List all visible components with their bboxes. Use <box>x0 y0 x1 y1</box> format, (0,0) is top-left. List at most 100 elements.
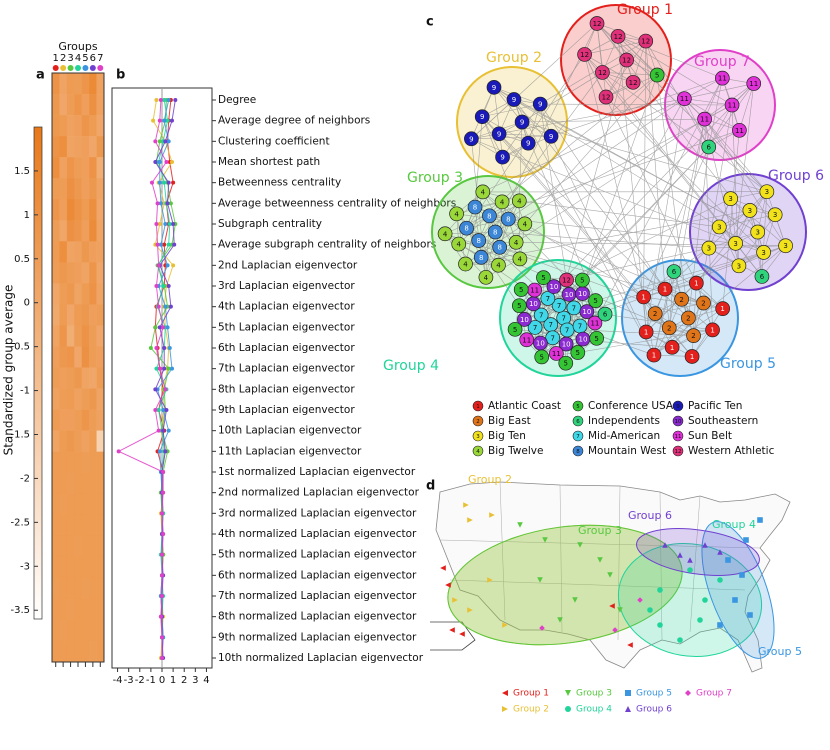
panel-label: d <box>426 479 435 494</box>
node-label: 11 <box>522 336 531 344</box>
x-tick-label: 1 <box>170 675 176 686</box>
feature-label: 4th Laplacian eigenvector <box>218 301 355 313</box>
group-mean-dot <box>160 656 164 660</box>
group-mean-dot <box>162 366 167 371</box>
map-marker <box>489 512 495 518</box>
group-dot <box>75 65 81 71</box>
group-number: 2 <box>60 53 66 64</box>
heatmap-cell <box>74 304 83 326</box>
node-label: 6 <box>672 268 677 276</box>
node <box>508 234 524 250</box>
legend-label: Big East <box>488 415 531 427</box>
legend-label: Big Ten <box>488 430 526 442</box>
heatmap-cell <box>66 178 75 200</box>
node <box>486 79 502 95</box>
legend-swatch <box>572 430 584 442</box>
heatmap-cell <box>52 241 60 263</box>
heatmap-cell <box>66 451 75 473</box>
group-mean-dot <box>165 263 170 268</box>
heatmap-cell <box>74 73 83 95</box>
node-label: 5 <box>539 353 543 361</box>
heatmap-cell <box>59 115 68 137</box>
group-dot <box>97 65 104 71</box>
node-label: 3 <box>755 229 759 237</box>
node-label: 5 <box>513 326 517 334</box>
legend-swatch <box>472 445 484 457</box>
heatmap-cell <box>66 199 75 221</box>
node-label: 12 <box>580 51 589 59</box>
node <box>610 28 626 44</box>
heatmap-cell <box>59 409 68 431</box>
group-mean-dot <box>153 408 158 412</box>
feature-label: 7th Laplacian eigenvector <box>218 363 355 375</box>
node-label: 5 <box>576 349 580 357</box>
heatmap-cell <box>89 199 97 221</box>
legend-swatch <box>472 415 484 427</box>
legend-swatch <box>672 430 684 442</box>
feature-label: Betweenness centrality <box>218 177 341 189</box>
node <box>649 67 665 83</box>
node-label: 9 <box>469 135 473 143</box>
group-mean-dot <box>150 180 154 185</box>
map-group-label: Group 3 <box>578 524 622 537</box>
node-label: 3 <box>733 240 737 248</box>
x-tick-label: -2 <box>135 675 145 686</box>
node <box>575 272 590 288</box>
node-label: 12 <box>641 38 650 46</box>
heatmap-cell <box>52 304 60 326</box>
map-marker <box>732 597 738 603</box>
feature-label: 5th normalized Laplacian eigenvector <box>218 549 417 561</box>
edge <box>684 98 709 148</box>
legend-number: 6 <box>576 419 580 425</box>
legend-label: Big Twelve <box>488 445 543 457</box>
group-label: Group 7 <box>694 54 750 70</box>
heatmap-cell <box>96 304 105 326</box>
node-label: 7 <box>561 315 565 323</box>
group-region <box>636 528 760 576</box>
group-mean-dot <box>160 573 164 578</box>
legend-marker <box>625 706 631 712</box>
heatmap-cell <box>81 598 90 621</box>
map-marker <box>440 565 446 571</box>
group-region <box>701 521 775 659</box>
heatmap-cell <box>81 325 90 347</box>
map-marker <box>542 537 548 543</box>
node-label: 10 <box>549 283 558 291</box>
node <box>545 330 561 346</box>
node <box>474 109 490 125</box>
colorbar <box>33 126 43 620</box>
node <box>661 320 677 336</box>
heatmap-cell <box>52 493 60 516</box>
legend-label: Group 1 <box>513 689 549 699</box>
heatmap-cell <box>74 640 83 663</box>
group-mean-dot <box>153 160 158 164</box>
node <box>684 349 700 364</box>
group-mean-line <box>154 99 176 659</box>
heatmap-cell <box>59 73 68 95</box>
map-marker <box>517 522 523 528</box>
legend-label: Mountain West <box>588 445 666 457</box>
heatmap-cell <box>74 493 83 516</box>
heatmap-cell <box>74 409 83 431</box>
heatmap-cell <box>81 241 90 263</box>
heatmap-cell <box>81 493 90 516</box>
node-label: 11 <box>728 102 737 110</box>
group-dot <box>52 65 59 71</box>
group-mean-dot <box>162 118 167 123</box>
heatmap-cell <box>96 493 105 516</box>
edge <box>485 215 490 278</box>
node <box>533 307 549 323</box>
heatmap-cell <box>74 388 83 410</box>
node <box>507 321 523 337</box>
node <box>449 206 464 222</box>
edge <box>708 104 733 148</box>
group-mean-dot <box>153 139 158 144</box>
legend-marker <box>625 690 631 696</box>
x-tick-label: 4 <box>203 675 209 686</box>
node-label: 9 <box>492 84 496 92</box>
group-mean-dot <box>151 118 156 123</box>
edge <box>499 246 689 319</box>
legend-number: 10 <box>675 419 682 425</box>
heatmap-cell <box>96 94 105 116</box>
group-number: 5 <box>82 53 88 64</box>
